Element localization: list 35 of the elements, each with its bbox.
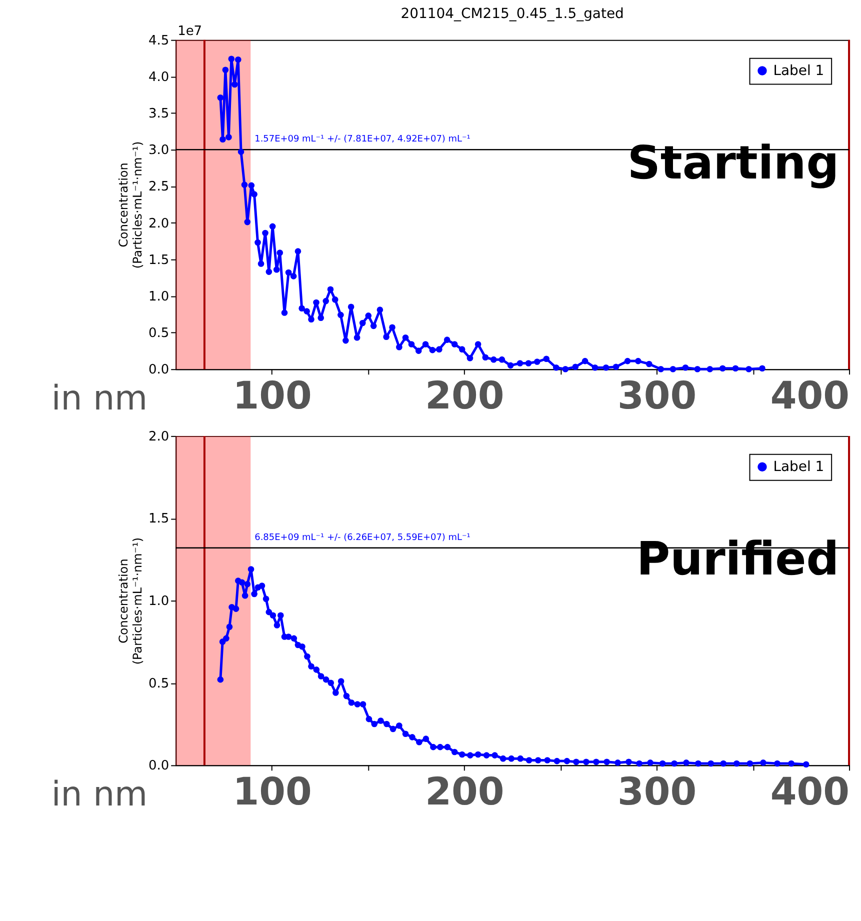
- y-tick-label: 2.5: [148, 180, 170, 195]
- y-tick-label: 3.5: [148, 106, 170, 122]
- ref-line-label: 6.85E+09 mL⁻¹ +/- (6.26E+07, 5.59E+07) mL⁻¹: [254, 532, 471, 543]
- y-tick-label: 4.5: [148, 33, 170, 48]
- y-tick-label: 1.0: [148, 594, 170, 610]
- x-tick-label: 200: [425, 374, 504, 418]
- y-tick-label: 1.0: [148, 289, 170, 304]
- y-tick-label: 0.0: [148, 758, 170, 774]
- x-axis-title: in nm: [51, 774, 148, 814]
- y-axis-title: Concentration (Particles·mL⁻¹·nm⁻¹): [116, 537, 144, 665]
- x-tick-label: 100: [232, 770, 312, 814]
- text: 1e7: [178, 24, 202, 39]
- y-tick-label: 2.0: [148, 216, 170, 232]
- y-axis-title: Concentration (Particles·mL⁻¹·nm⁻¹): [116, 141, 144, 269]
- legend-label: Label 1: [773, 458, 824, 475]
- y-tick-label: 3.0: [148, 143, 170, 158]
- y-tick-label: 1.5: [148, 512, 170, 527]
- x-tick-label: 300: [618, 770, 697, 814]
- y-tick-label: 1.5: [148, 252, 170, 268]
- annotation: Starting: [627, 136, 840, 190]
- x-tick-label: 300: [618, 374, 697, 418]
- y-tick-label: 0.5: [148, 676, 170, 692]
- y-tick-label: 4.0: [148, 70, 170, 85]
- legend-label: Label 1: [773, 62, 824, 79]
- ref-line-label: 1.57E+09 mL⁻¹ +/- (7.81E+07, 4.92E+07) mL⁻¹: [254, 134, 471, 145]
- x-tick-label: 100: [232, 374, 312, 418]
- x-tick-label: 400: [770, 770, 850, 814]
- y-tick-label: 0.0: [148, 362, 170, 378]
- y-tick-label: 2.0: [148, 429, 170, 444]
- annotation: Purified: [636, 532, 840, 586]
- chart-title: 201104_CM215_0.45_1.5_gated: [400, 6, 624, 22]
- x-tick-label: 200: [425, 770, 504, 814]
- x-axis-title: in nm: [51, 378, 148, 418]
- x-tick-label: 400: [770, 374, 850, 418]
- y-tick-label: 0.5: [148, 326, 170, 341]
